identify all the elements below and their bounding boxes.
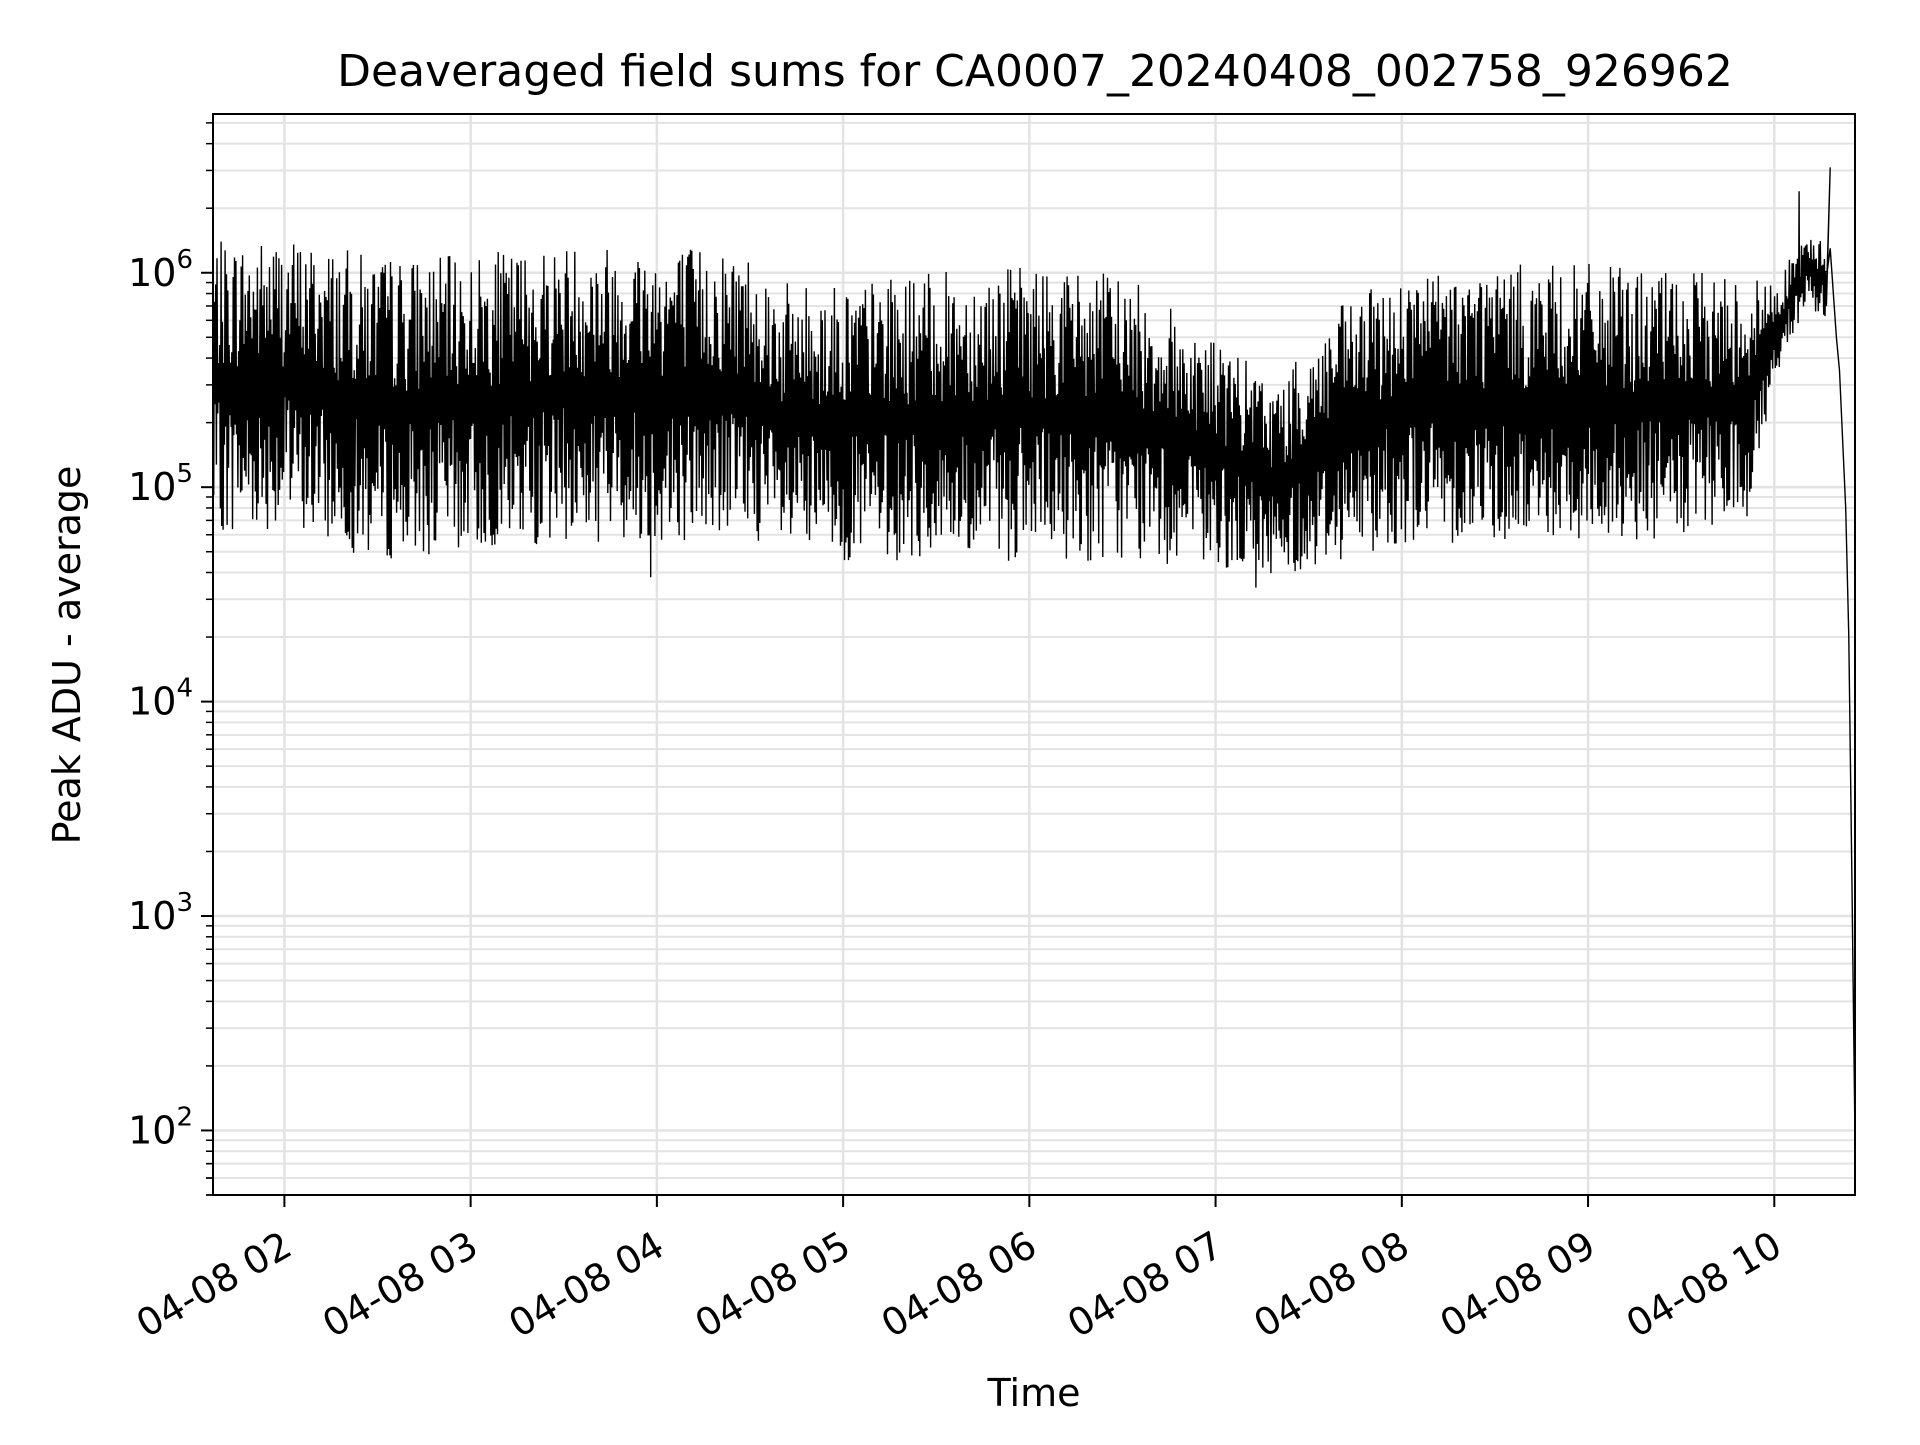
x-tick-label: 04-08 09 xyxy=(1433,1223,1603,1347)
y-tick-label: 105 xyxy=(128,459,193,509)
x-tick-label: 04-08 06 xyxy=(874,1223,1044,1347)
x-tick-label: 04-08 07 xyxy=(1060,1223,1230,1347)
y-tick-label: 104 xyxy=(128,674,193,724)
series-line xyxy=(213,167,1855,1141)
x-axis: 04-08 02 04-08 03 04-08 04 04-08 05 04-08 06… xyxy=(129,1195,1789,1346)
x-tick-label: 04-08 04 xyxy=(501,1223,671,1347)
x-tick-label: 04-08 02 xyxy=(129,1223,299,1347)
y-tick-label: 103 xyxy=(128,888,193,938)
y-axis: 102 103 104 105 106 xyxy=(128,122,213,1196)
x-tick-label: 04-08 10 xyxy=(1619,1223,1789,1347)
x-tick-label: 04-08 03 xyxy=(315,1223,485,1347)
data-layer xyxy=(213,167,1855,1141)
chart-title: Deaveraged field sums for CA0007_2024040… xyxy=(337,46,1733,97)
x-axis-label: Time xyxy=(987,1371,1081,1415)
x-tick-label: 04-08 08 xyxy=(1246,1223,1416,1347)
y-axis-label: Peak ADU - average xyxy=(45,466,89,845)
plot-frame xyxy=(212,113,1856,1196)
grid-lines xyxy=(213,114,1855,1196)
x-tick-label: 04-08 05 xyxy=(688,1223,858,1347)
y-tick-label: 106 xyxy=(128,245,193,295)
y-tick-label: 102 xyxy=(128,1102,193,1152)
